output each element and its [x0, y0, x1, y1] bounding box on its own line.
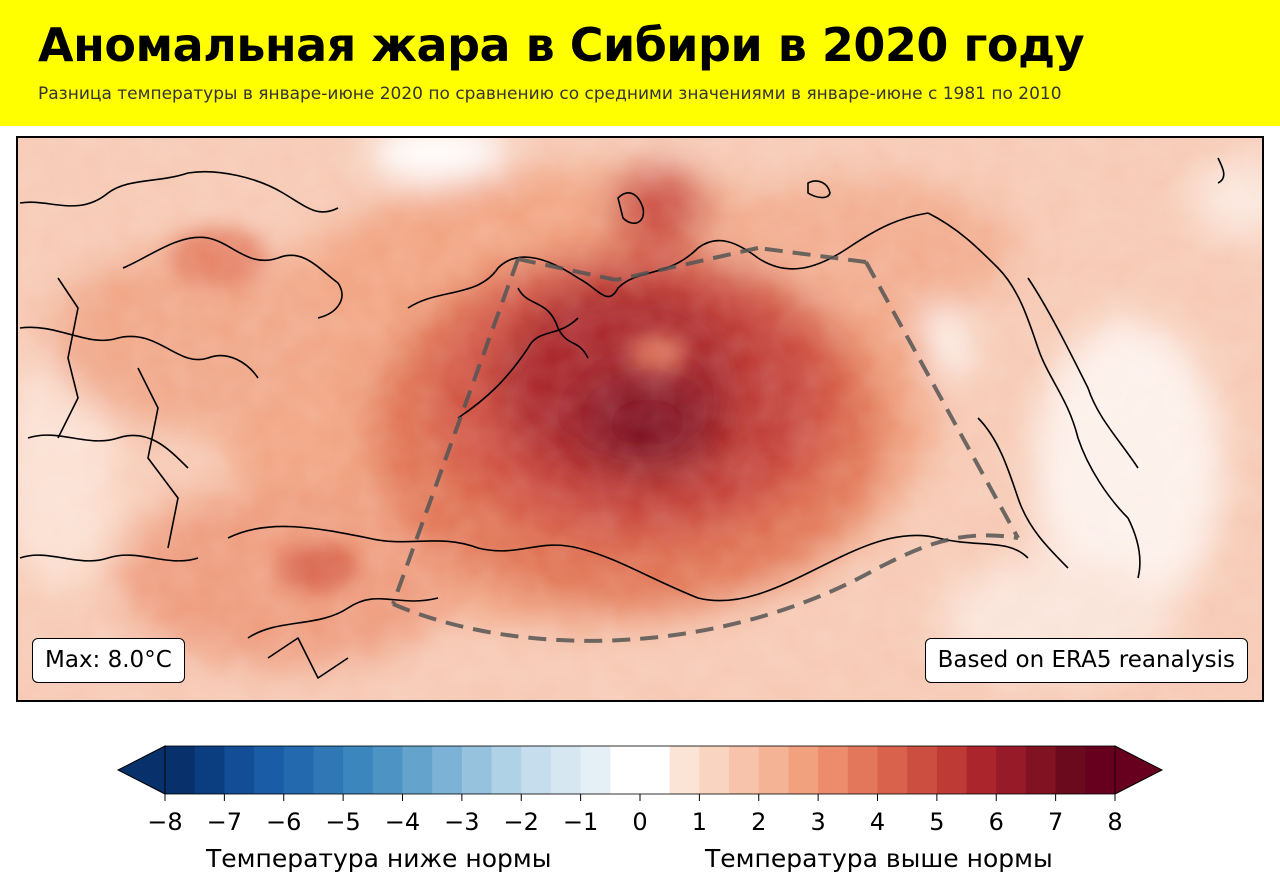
- colorbar-swatch: [610, 746, 641, 794]
- colorbar-swatch: [550, 746, 582, 794]
- colorbar-label-above-normal: Температура выше нормы: [705, 844, 1053, 873]
- colorbar-swatch: [1025, 746, 1057, 794]
- colorbar-ticks: [164, 794, 1116, 801]
- colorbar-swatch: [699, 746, 730, 794]
- colorbar-label-below-normal: Температура ниже нормы: [206, 844, 552, 873]
- colorbar-tick-label: 6: [989, 808, 1004, 836]
- colorbar-tick-label: −4: [385, 808, 420, 836]
- colorbar-tick-label: −6: [266, 808, 301, 836]
- colorbar-tick-label: 0: [632, 808, 647, 836]
- page-subtitle: Разница температуры в январе-июне 2020 п…: [38, 84, 1062, 104]
- colorbar-tick-label: 3: [810, 808, 825, 836]
- colorbar-swatch: [343, 746, 374, 794]
- colorbar-tick-label: −7: [207, 808, 242, 836]
- colorbar-swatches: [116, 745, 1164, 795]
- colorbar-swatch: [372, 746, 404, 794]
- colorbar-swatch: [313, 746, 344, 794]
- study-region-outline: [391, 246, 1020, 643]
- anomaly-map: Max: 8.0°C Based on ERA5 reanalysis: [16, 136, 1264, 702]
- colorbar-swatch: [877, 746, 908, 794]
- colorbar-swatch: [907, 746, 938, 794]
- country-borders: [19, 157, 1225, 679]
- colorbar-swatch: [491, 746, 522, 794]
- colorbar-extend-high: [1114, 745, 1164, 795]
- colorbar-tick-label: −2: [504, 808, 539, 836]
- colorbar-swatch: [521, 746, 552, 794]
- colorbar-tick-labels: −8 −7 −6 −5 −4 −3 −2 −1 0 1 2 3 4 5 6 7 8: [147, 808, 1122, 836]
- colorbar-swatch: [1055, 746, 1086, 794]
- colorbar-swatch: [224, 746, 255, 794]
- colorbar-swatch: [461, 746, 493, 794]
- colorbar-swatch: [847, 746, 879, 794]
- colorbar-tick-label: 2: [751, 808, 766, 836]
- colorbar-swatch: [966, 746, 997, 794]
- colorbar-tick-label: −5: [325, 808, 360, 836]
- colorbar-swatch: [432, 746, 463, 794]
- colorbar-swatch: [669, 746, 700, 794]
- colorbar-swatch: [283, 746, 315, 794]
- colorbar-tick-label: −8: [147, 808, 182, 836]
- colorbar-tick-label: 7: [1048, 808, 1063, 836]
- colorbar-swatch: [818, 746, 849, 794]
- colorbar-swatch: [194, 746, 225, 794]
- colorbar-tick-label: 5: [929, 808, 944, 836]
- max-value-label: Max: 8.0°C: [32, 638, 185, 683]
- colorbar-tick-label: 1: [692, 808, 707, 836]
- colorbar-swatch: [758, 746, 790, 794]
- colorbar-swatch: [996, 746, 1027, 794]
- colorbar-tick-label: 8: [1107, 808, 1122, 836]
- colorbar-swatch: [788, 746, 819, 794]
- colorbar-extend-low: [116, 745, 166, 795]
- colorbar-swatch: [936, 746, 968, 794]
- map-texture: [18, 138, 1262, 700]
- colorbar-swatch: [729, 746, 760, 794]
- colorbar-swatch: [1085, 746, 1116, 794]
- colorbar-swatch: [580, 746, 611, 794]
- colorbar-tick-label: −1: [563, 808, 598, 836]
- page-title: Аномальная жара в Сибири в 2020 году: [38, 18, 1085, 72]
- colorbar-swatch: [402, 746, 433, 794]
- colorbar-swatch: [640, 746, 671, 794]
- data-source-label: Based on ERA5 reanalysis: [924, 638, 1248, 683]
- colorbar: −8 −7 −6 −5 −4 −3 −2 −1 0 1 2 3 4 5 6 7 8: [116, 745, 1164, 836]
- header-banner: Аномальная жара в Сибири в 2020 году Раз…: [0, 0, 1280, 126]
- colorbar-swatch: [165, 746, 196, 794]
- colorbar-swatch: [254, 746, 285, 794]
- colorbar-tick-label: 4: [870, 808, 885, 836]
- colorbar-tick-label: −3: [444, 808, 479, 836]
- anomaly-map-svg: [18, 138, 1262, 700]
